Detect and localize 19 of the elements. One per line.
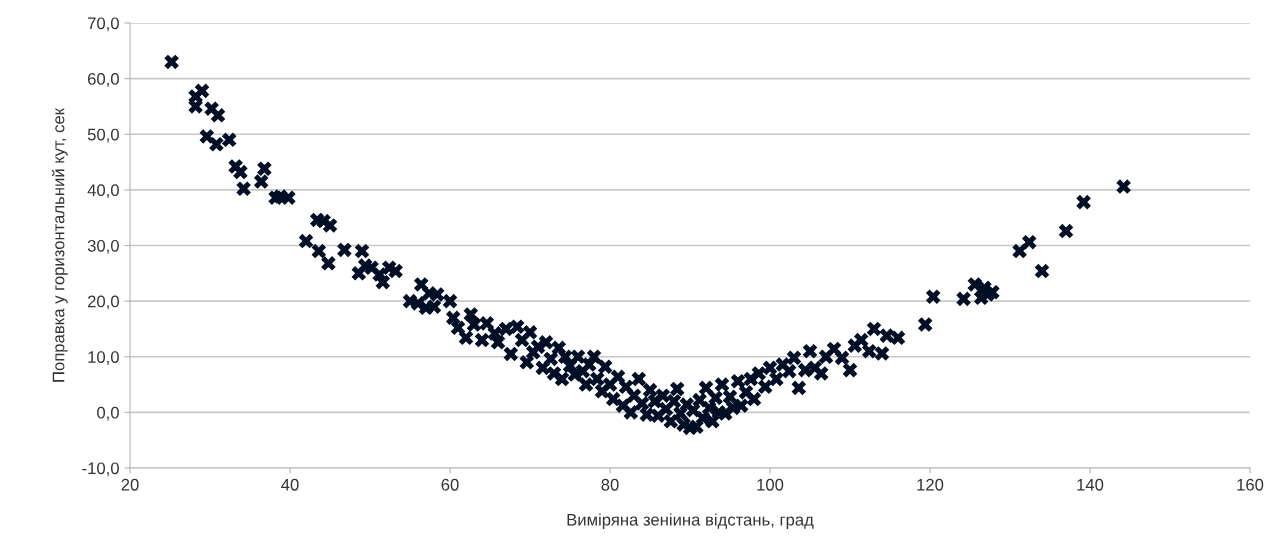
y-tick-label: 70,0 [88, 17, 119, 32]
y-tick-label: 10,0 [88, 351, 119, 365]
y-axis-title: Поправка у горизонтальний кут, сек [51, 107, 68, 382]
y-tick-label: 60,0 [87, 73, 119, 87]
y-tick-label: 0,0 [97, 406, 119, 421]
y-tick-label: 50,0 [87, 128, 119, 143]
y-tick-label: 20,0 [87, 295, 119, 310]
x-axis-title: Виміряна зеніина відстань, град [567, 513, 814, 529]
x-tick-label: 100 [757, 478, 784, 491]
x-tick-label: 160 [1237, 478, 1264, 491]
y-tick-label: 40,0 [87, 184, 119, 199]
x-tick-label: 120 [917, 478, 944, 491]
x-tick-label: 20 [121, 478, 139, 491]
x-tick-label: 60 [441, 478, 459, 491]
y-tick-label: 30,0 [87, 239, 119, 254]
x-tick-label: 40 [281, 478, 299, 491]
y-tick-label: -10,0 [82, 462, 119, 477]
x-tick-label: 80 [601, 478, 619, 491]
x-tick-label: 140 [1077, 478, 1104, 491]
